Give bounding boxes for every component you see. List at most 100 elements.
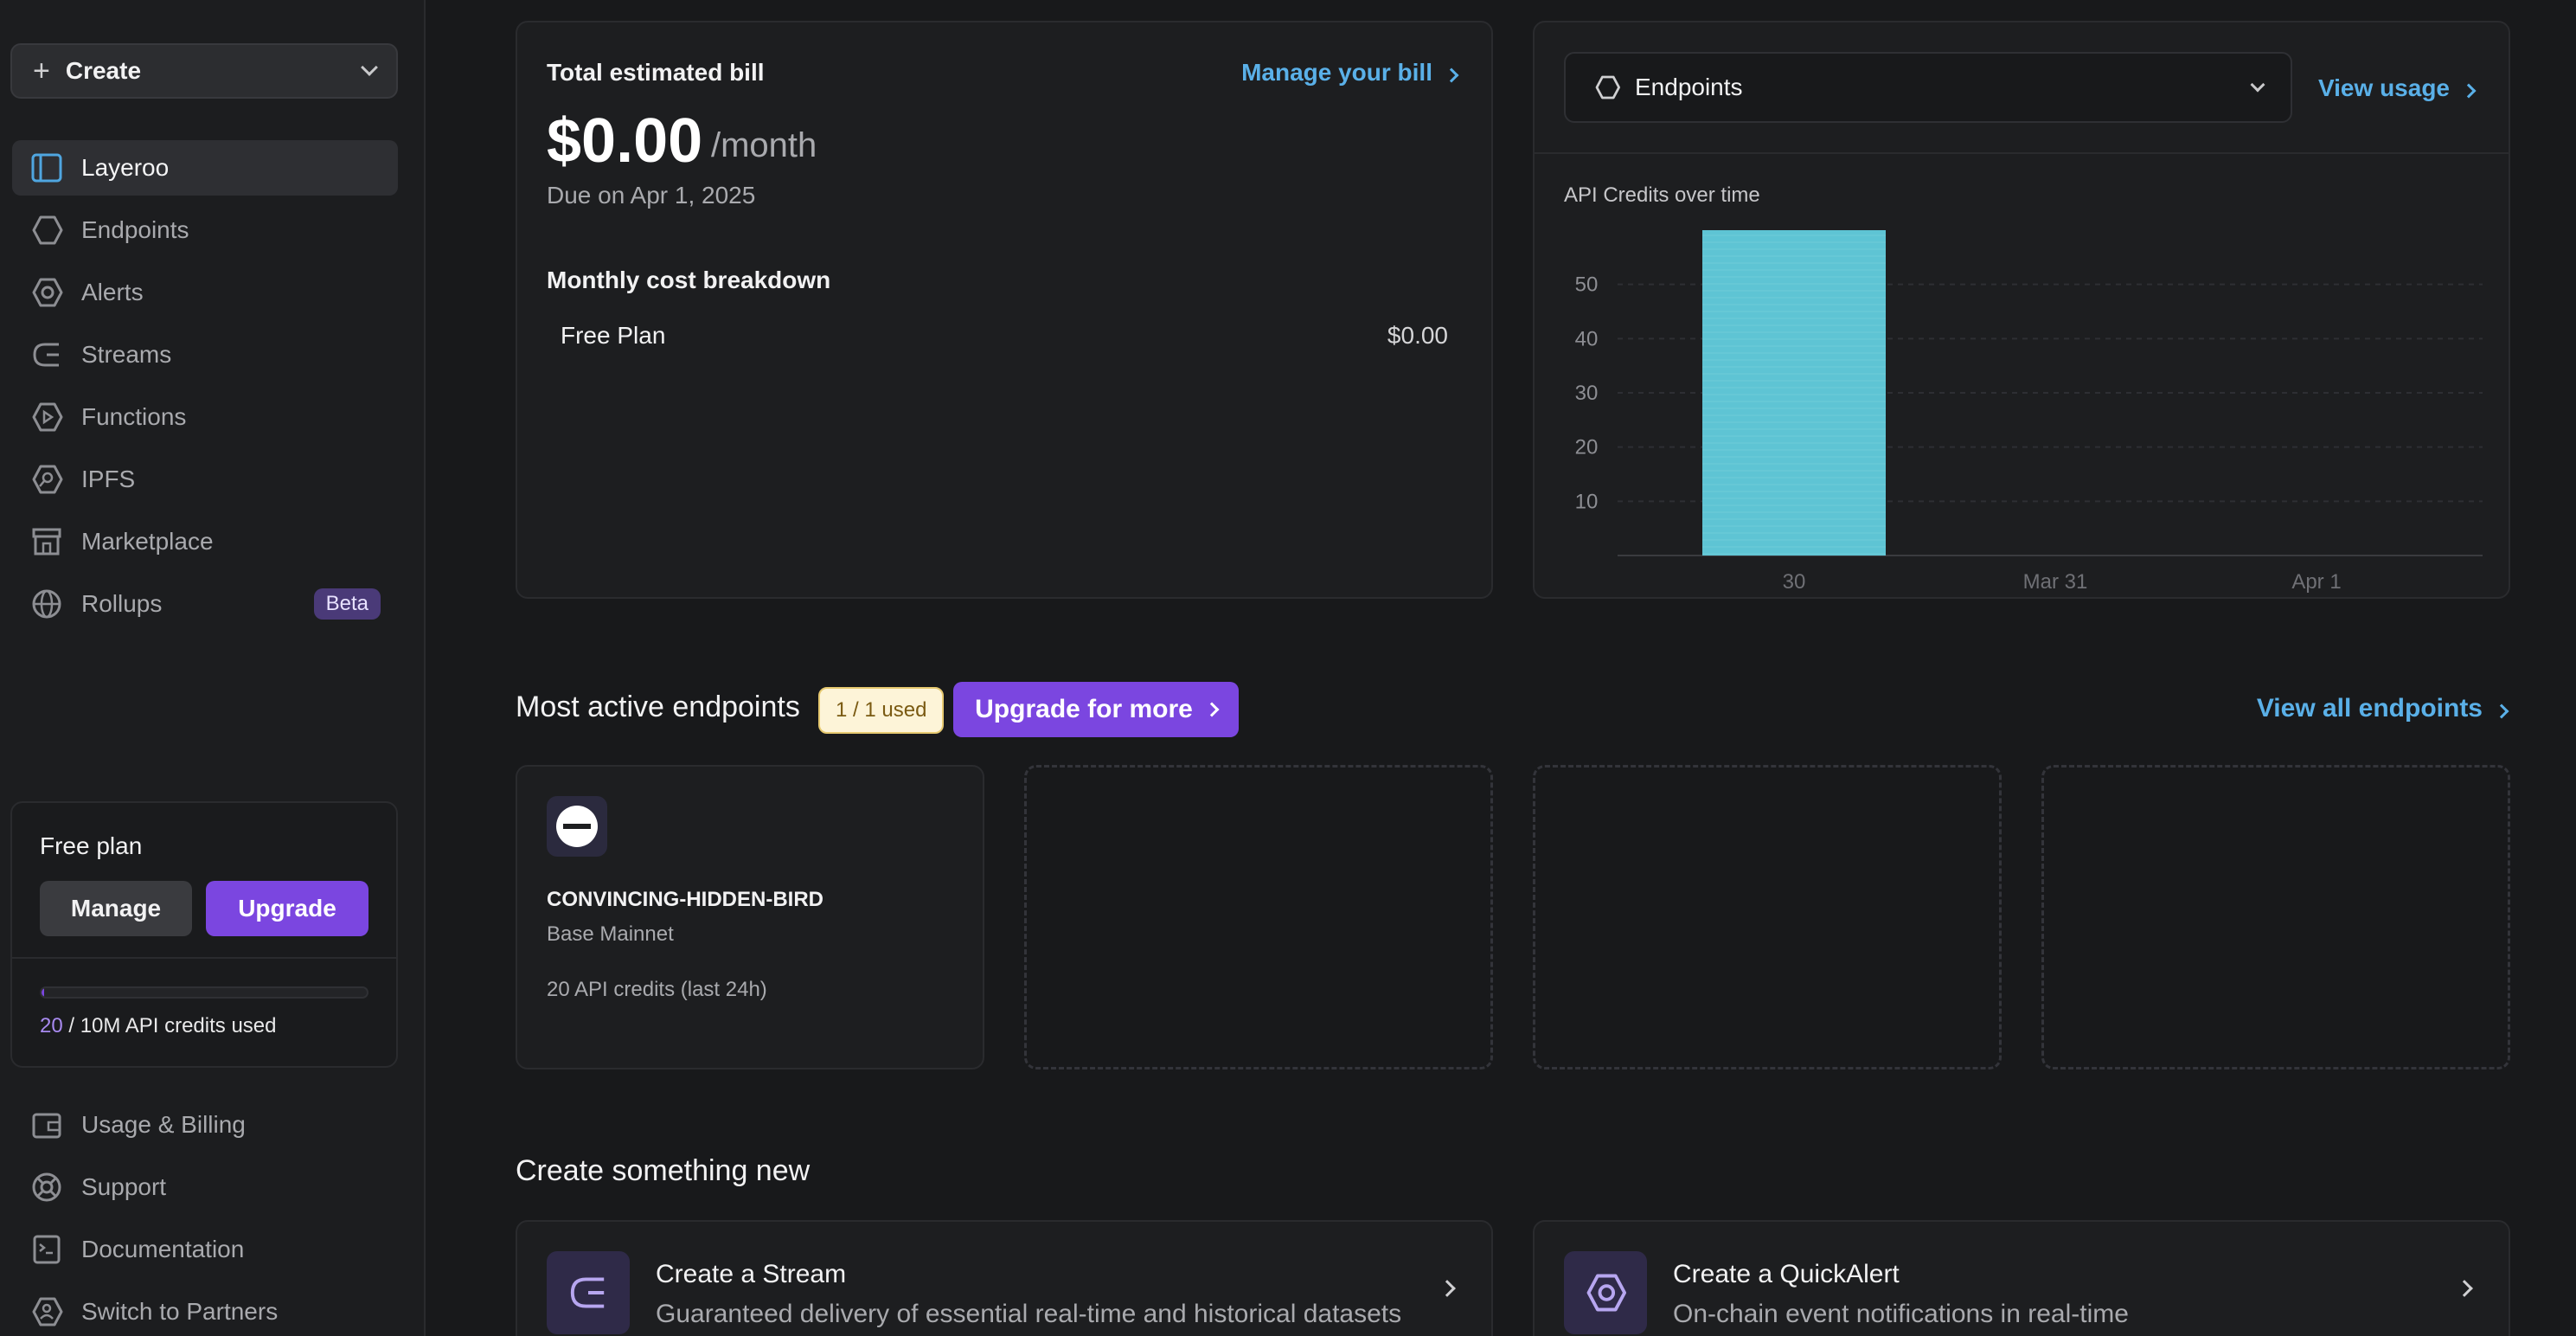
create-card-desc: On-chain event notifications in real-tim… (1673, 1300, 2129, 1328)
sidebar-item-label: Documentation (81, 1236, 245, 1262)
chevron-right-icon (1444, 67, 1459, 83)
credits-usage-text: 20 / 10M API credits used (40, 1014, 277, 1038)
hexagon-icon (1595, 75, 1620, 100)
partners-icon (29, 1294, 64, 1329)
sidebar-item-rollups[interactable]: Rollups Beta (12, 576, 398, 632)
create-card-title: Create a QuickAlert (1673, 1260, 1900, 1288)
sidebar-item-label: Switch to Partners (81, 1298, 279, 1325)
view-usage-link[interactable]: View usage (2317, 74, 2477, 102)
create-card-desc: Guaranteed delivery of essential real-ti… (656, 1300, 1402, 1328)
sidebar-nav: Layeroo Endpoints Alerts Streams Functio… (12, 140, 398, 639)
most-active-endpoints-title: Most active endpoints (516, 690, 800, 723)
stream-icon (547, 1251, 630, 1334)
create-quickalert-card[interactable]: Create a QuickAlert On-chain event notif… (1533, 1220, 2510, 1336)
chart-y-tick-label: 40 (1575, 327, 1599, 350)
credits-progress-bar (40, 986, 368, 999)
credits-total: / 10M API credits used (62, 1014, 277, 1037)
endpoint-credits: 20 API credits (last 24h) (547, 978, 767, 1001)
sidebar-item-support[interactable]: Support (12, 1159, 398, 1215)
endpoint-card[interactable]: CONVINCING-HIDDEN-BIRD Base Mainnet 20 A… (516, 765, 984, 1069)
manage-button[interactable]: Manage (40, 881, 192, 936)
credits-used: 20 (40, 1014, 63, 1037)
create-card-title: Create a Stream (656, 1260, 847, 1288)
sidebar-item-label: Rollups (81, 590, 163, 617)
create-button[interactable]: + Create (10, 43, 398, 99)
sidebar-item-layeroo[interactable]: Layeroo (12, 140, 398, 196)
ipfs-icon (29, 462, 64, 497)
lifebuoy-icon (29, 1170, 64, 1204)
plan-card: Free plan Manage Upgrade 20 / 10M API cr… (10, 801, 398, 1068)
divider (12, 957, 396, 959)
bill-card: Total estimated bill Manage your bill $0… (516, 21, 1493, 599)
sidebar: + Create Layeroo Endpoints Alerts (0, 0, 426, 1336)
breakdown-line-value: $0.00 (1387, 322, 1448, 349)
chevron-right-icon (1439, 1280, 1456, 1297)
view-all-endpoints-link[interactable]: View all endpoints (2256, 694, 2509, 723)
endpoint-placeholder (1533, 765, 2002, 1069)
sidebar-bottom-nav: Usage & Billing Support Documentation Sw… (12, 1097, 398, 1336)
endpoint-placeholder (2041, 765, 2510, 1069)
beta-badge: Beta (313, 588, 381, 620)
plus-icon: + (33, 54, 50, 87)
endpoint-name: CONVINCING-HIDDEN-BIRD (547, 888, 823, 911)
sidebar-item-documentation[interactable]: Documentation (12, 1222, 398, 1277)
chart-x-tick-label: Apr 1 (2291, 570, 2341, 594)
upgrade-button[interactable]: Upgrade (206, 881, 368, 936)
stream-icon (29, 337, 64, 372)
sidebar-item-label: Endpoints (81, 216, 189, 243)
endpoint-network: Base Mainnet (547, 922, 674, 946)
chevron-right-icon (1204, 702, 1220, 717)
alert-ring-icon (1564, 1251, 1647, 1334)
sidebar-item-streams[interactable]: Streams (12, 327, 398, 382)
sidebar-item-label: Alerts (81, 279, 144, 305)
endpoints-used-badge: 1 / 1 used (818, 687, 945, 734)
sidebar-item-functions[interactable]: Functions (12, 389, 398, 445)
sidebar-item-switch-partners[interactable]: Switch to Partners (12, 1284, 398, 1336)
select-value: Endpoints (1635, 74, 1743, 100)
chart-y-tick-label: 10 (1575, 490, 1599, 513)
usage-source-select[interactable]: Endpoints (1564, 52, 2292, 123)
breakdown-title: Monthly cost breakdown (547, 267, 831, 293)
sidebar-item-ipfs[interactable]: IPFS (12, 452, 398, 507)
globe-icon (29, 587, 64, 621)
chevron-down-icon (2250, 77, 2265, 93)
manage-bill-label: Manage your bill (1241, 59, 1432, 86)
divider (1535, 152, 2509, 154)
create-stream-card[interactable]: Create a Stream Guaranteed delivery of e… (516, 1220, 1493, 1336)
chevron-down-icon (361, 59, 378, 76)
create-something-new-title: Create something new (516, 1154, 811, 1187)
usage-card: Endpoints View usage API Credits over ti… (1533, 21, 2510, 599)
chart-y-tick-label: 30 (1575, 382, 1599, 405)
chart-bar (1702, 230, 1886, 556)
chart-x-tick-label: 30 (1783, 570, 1806, 594)
bill-amount: $0.00 (547, 106, 703, 176)
breakdown-line-label: Free Plan (561, 322, 666, 349)
create-label: Create (65, 57, 142, 84)
sidebar-item-marketplace[interactable]: Marketplace (12, 514, 398, 569)
chevron-right-icon (2494, 703, 2509, 719)
sidebar-item-label: Support (81, 1173, 167, 1200)
store-icon (29, 524, 64, 559)
hexagon-icon (29, 213, 64, 247)
view-usage-label: View usage (2317, 74, 2450, 101)
bill-title: Total estimated bill (547, 59, 765, 86)
credits-progress-fill (42, 988, 44, 997)
docs-icon (29, 1232, 64, 1267)
sidebar-item-label: IPFS (81, 466, 136, 492)
upgrade-for-more-button[interactable]: Upgrade for more (953, 682, 1239, 737)
play-hexagon-icon (29, 400, 64, 434)
base-network-icon (547, 796, 607, 857)
chart-y-tick-label: 20 (1575, 436, 1599, 459)
sidebar-item-endpoints[interactable]: Endpoints (12, 202, 398, 258)
sidebar-item-label: Layeroo (81, 154, 170, 181)
sidebar-item-label: Usage & Billing (81, 1111, 246, 1138)
plan-title: Free plan (40, 832, 143, 859)
manage-bill-link[interactable]: Manage your bill (1241, 59, 1459, 87)
layout-icon (29, 151, 64, 185)
view-all-endpoints-label: View all endpoints (2256, 694, 2483, 723)
chevron-right-icon (2456, 1280, 2473, 1297)
chart-x-tick-label: Mar 31 (2023, 570, 2088, 594)
sidebar-item-label: Functions (81, 403, 187, 430)
sidebar-item-usage-billing[interactable]: Usage & Billing (12, 1097, 398, 1153)
sidebar-item-alerts[interactable]: Alerts (12, 265, 398, 320)
